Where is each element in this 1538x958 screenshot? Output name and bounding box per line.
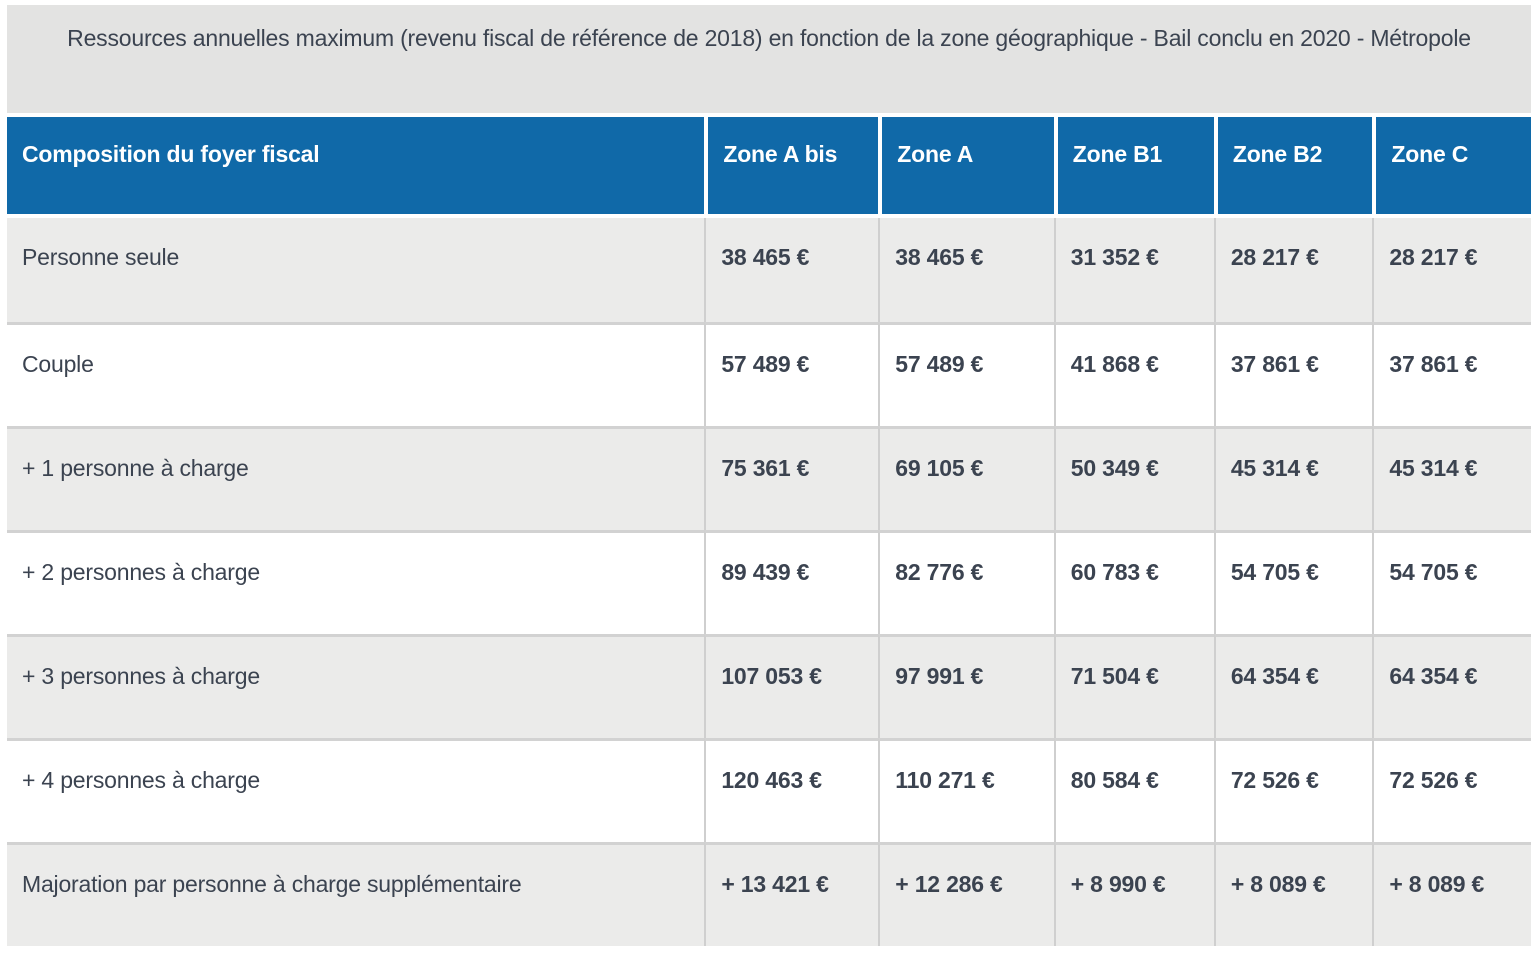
table-body: Personne seule 38 465 € 38 465 € 31 352 … (7, 218, 1531, 946)
cell-zone-a: 110 271 € (878, 738, 1054, 842)
cell-zone-b1: 80 584 € (1053, 738, 1214, 842)
table-row: + 2 personnes à charge 89 439 € 82 776 €… (7, 530, 1531, 634)
column-header-zone-c: Zone C (1372, 117, 1531, 218)
cell-zone-a-bis: + 13 421 € (704, 842, 879, 946)
cell-zone-a: 82 776 € (878, 530, 1054, 634)
row-label: + 2 personnes à charge (7, 530, 705, 634)
cell-zone-b1: 50 349 € (1053, 426, 1214, 530)
column-header-zone-a: Zone A (878, 117, 1054, 218)
cell-zone-c: 45 314 € (1372, 426, 1531, 530)
table-row: + 1 personne à charge 75 361 € 69 105 € … (7, 426, 1531, 530)
cell-zone-a-bis: 120 463 € (704, 738, 879, 842)
cell-zone-b2: 37 861 € (1213, 322, 1373, 426)
cell-zone-b2: 54 705 € (1213, 530, 1373, 634)
column-header-zone-b1: Zone B1 (1053, 117, 1214, 218)
column-header-composition: Composition du foyer fiscal (7, 117, 705, 218)
cell-zone-a: 38 465 € (878, 218, 1054, 322)
row-label: + 3 personnes à charge (7, 634, 705, 738)
cell-zone-b1: 41 868 € (1053, 322, 1214, 426)
cell-zone-a-bis: 75 361 € (704, 426, 879, 530)
cell-zone-a: 69 105 € (878, 426, 1054, 530)
cell-zone-a: 97 991 € (878, 634, 1054, 738)
table-title: Ressources annuelles maximum (revenu fis… (7, 5, 1531, 113)
cell-zone-b2: + 8 089 € (1213, 842, 1373, 946)
cell-zone-a-bis: 89 439 € (704, 530, 879, 634)
cell-zone-b2: 64 354 € (1213, 634, 1373, 738)
cell-zone-a-bis: 38 465 € (704, 218, 879, 322)
row-label: + 4 personnes à charge (7, 738, 705, 842)
cell-zone-c: 72 526 € (1372, 738, 1531, 842)
table-row: + 4 personnes à charge 120 463 € 110 271… (7, 738, 1531, 842)
table-row: + 3 personnes à charge 107 053 € 97 991 … (7, 634, 1531, 738)
cell-zone-a-bis: 57 489 € (704, 322, 879, 426)
cell-zone-b1: 71 504 € (1053, 634, 1214, 738)
cell-zone-b2: 45 314 € (1213, 426, 1373, 530)
cell-zone-b1: 60 783 € (1053, 530, 1214, 634)
cell-zone-a-bis: 107 053 € (704, 634, 879, 738)
cell-zone-c: 64 354 € (1372, 634, 1531, 738)
cell-zone-c: + 8 089 € (1372, 842, 1531, 946)
cell-zone-b2: 72 526 € (1213, 738, 1373, 842)
cell-zone-c: 37 861 € (1372, 322, 1531, 426)
cell-zone-a: 57 489 € (878, 322, 1054, 426)
header-row: Composition du foyer fiscal Zone A bis Z… (7, 117, 1531, 218)
column-header-zone-a-bis: Zone A bis (704, 117, 879, 218)
table-row: Personne seule 38 465 € 38 465 € 31 352 … (7, 218, 1531, 322)
table-row: Couple 57 489 € 57 489 € 41 868 € 37 861… (7, 322, 1531, 426)
cell-zone-a: + 12 286 € (878, 842, 1054, 946)
row-label: Majoration par personne à charge supplém… (7, 842, 705, 946)
row-label: Personne seule (7, 218, 705, 322)
row-label: + 1 personne à charge (7, 426, 705, 530)
cell-zone-b2: 28 217 € (1213, 218, 1373, 322)
resources-table: Composition du foyer fiscal Zone A bis Z… (7, 117, 1531, 946)
column-header-zone-b2: Zone B2 (1213, 117, 1373, 218)
table-row: Majoration par personne à charge supplém… (7, 842, 1531, 946)
cell-zone-b1: + 8 990 € (1053, 842, 1214, 946)
row-label: Couple (7, 322, 705, 426)
cell-zone-c: 28 217 € (1372, 218, 1531, 322)
table-header: Composition du foyer fiscal Zone A bis Z… (7, 117, 1531, 218)
cell-zone-c: 54 705 € (1372, 530, 1531, 634)
cell-zone-b1: 31 352 € (1053, 218, 1214, 322)
